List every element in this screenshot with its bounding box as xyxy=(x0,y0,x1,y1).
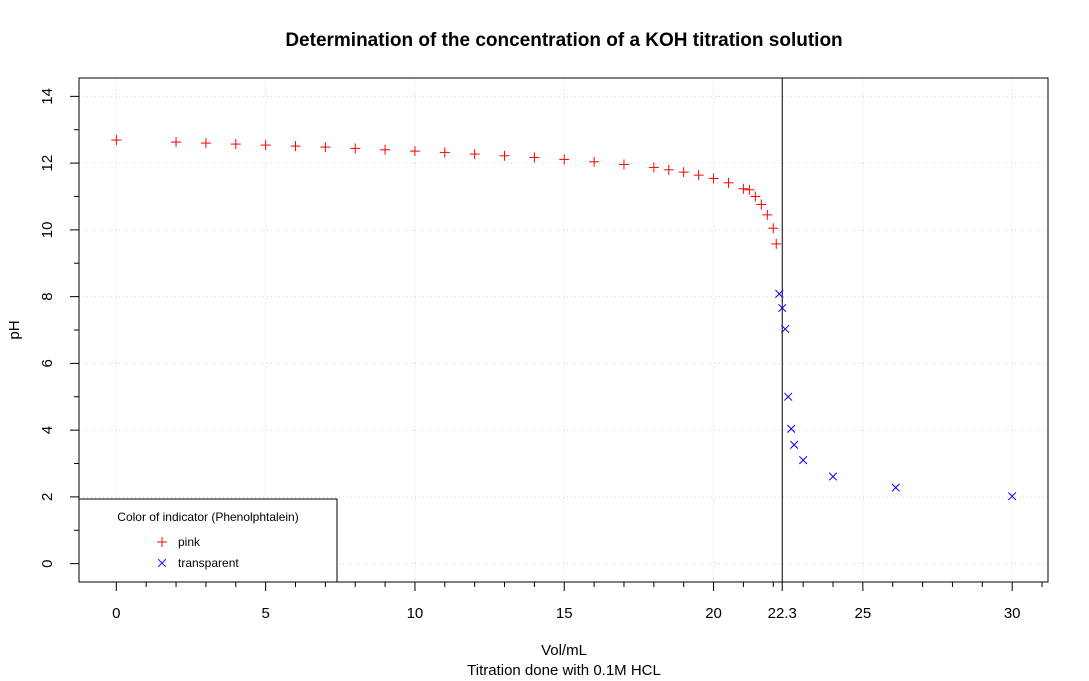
plus-point xyxy=(589,156,600,167)
plus-point xyxy=(409,146,420,157)
plus-point xyxy=(260,140,271,151)
plus-point xyxy=(200,138,211,149)
chart-title: Determination of the concentration of a … xyxy=(285,30,842,51)
legend-entry-transparent: transparent xyxy=(157,556,239,570)
marker-stroke xyxy=(798,456,808,465)
legend-entry-label: pink xyxy=(178,535,201,549)
plus-point xyxy=(738,183,749,194)
cross-point xyxy=(778,303,787,313)
marker-stroke xyxy=(1008,492,1017,501)
marker-stroke xyxy=(891,483,900,492)
plus-point xyxy=(708,173,719,184)
plus-point xyxy=(762,209,773,220)
plus-point xyxy=(678,167,689,178)
plus-point xyxy=(663,164,674,175)
plus-point xyxy=(768,223,779,234)
marker-stroke xyxy=(775,289,784,299)
cross-point xyxy=(787,424,796,433)
y-axis-label: pH xyxy=(6,320,23,339)
plus-point xyxy=(750,191,761,202)
plus-point xyxy=(320,142,331,153)
cross-point xyxy=(798,456,808,465)
legend-entry-label: transparent xyxy=(178,556,239,570)
plus-point xyxy=(693,170,704,181)
plus-point xyxy=(723,177,734,188)
marker-stroke xyxy=(781,324,790,334)
plus-point xyxy=(350,143,361,154)
plus-point xyxy=(469,149,480,160)
plus-point xyxy=(290,141,301,152)
cross-point xyxy=(1008,492,1017,501)
legend-entries: pink transparent xyxy=(157,535,239,570)
plus-point xyxy=(559,154,570,165)
legend: Color of indicator (Phenolphtalein) pink… xyxy=(78,498,338,583)
legend-box xyxy=(78,498,338,583)
legend-entry-pink: pink xyxy=(157,535,201,549)
y-tick-label: 4 xyxy=(39,426,56,434)
x-tick-label: 22.3 xyxy=(768,605,797,622)
legend-marker-stroke xyxy=(157,558,167,568)
plus-point xyxy=(618,159,629,170)
grid xyxy=(79,78,1048,582)
marker-stroke xyxy=(828,472,838,481)
plus-point xyxy=(499,150,510,161)
y-tick-label: 0 xyxy=(39,559,56,567)
x-tick-label: 5 xyxy=(261,605,269,622)
y-axis: 0 2 4 6 8 10 12 14 xyxy=(39,88,79,568)
y-tick-label: 14 xyxy=(39,88,56,105)
y-tick-label: 12 xyxy=(39,155,56,172)
x-axis-sublabel: Titration done with 0.1M HCL xyxy=(467,662,661,679)
x-tick-label: 10 xyxy=(407,605,424,622)
y-tick-label: 10 xyxy=(39,222,56,239)
plus-point xyxy=(380,144,391,155)
marker-stroke xyxy=(778,303,787,313)
plus-point xyxy=(439,147,450,158)
marker-stroke xyxy=(787,424,796,433)
plus-point xyxy=(111,135,122,146)
cross-point xyxy=(784,392,793,401)
y-tick-label: 6 xyxy=(39,359,56,367)
legend-title: Color of indicator (Phenolphtalein) xyxy=(117,510,298,524)
x-tick-label: 30 xyxy=(1004,605,1021,622)
marker-stroke xyxy=(790,440,799,449)
plus-point xyxy=(771,238,782,249)
plus-point xyxy=(744,184,755,195)
plus-point xyxy=(230,139,241,150)
plus-point xyxy=(529,152,540,163)
x-tick-label: 15 xyxy=(556,605,573,622)
cross-point xyxy=(828,472,838,481)
x-axis: 0 5 10 15 20 22.3 25 30 xyxy=(112,582,1043,622)
plus-point xyxy=(648,162,659,173)
cross-point xyxy=(790,440,799,449)
marker-stroke xyxy=(784,392,793,401)
y-tick-label: 8 xyxy=(39,292,56,300)
data-points xyxy=(111,135,1017,501)
x-tick-label: 20 xyxy=(705,605,722,622)
plus-point xyxy=(171,137,182,148)
x-tick-label: 0 xyxy=(112,605,120,622)
y-tick-label: 2 xyxy=(39,493,56,501)
x-tick-label: 25 xyxy=(855,605,872,622)
cross-point xyxy=(775,289,784,299)
plus-point xyxy=(756,199,767,210)
x-axis-label: Vol/mL xyxy=(541,642,587,659)
cross-point xyxy=(891,483,900,492)
cross-point xyxy=(781,324,790,334)
